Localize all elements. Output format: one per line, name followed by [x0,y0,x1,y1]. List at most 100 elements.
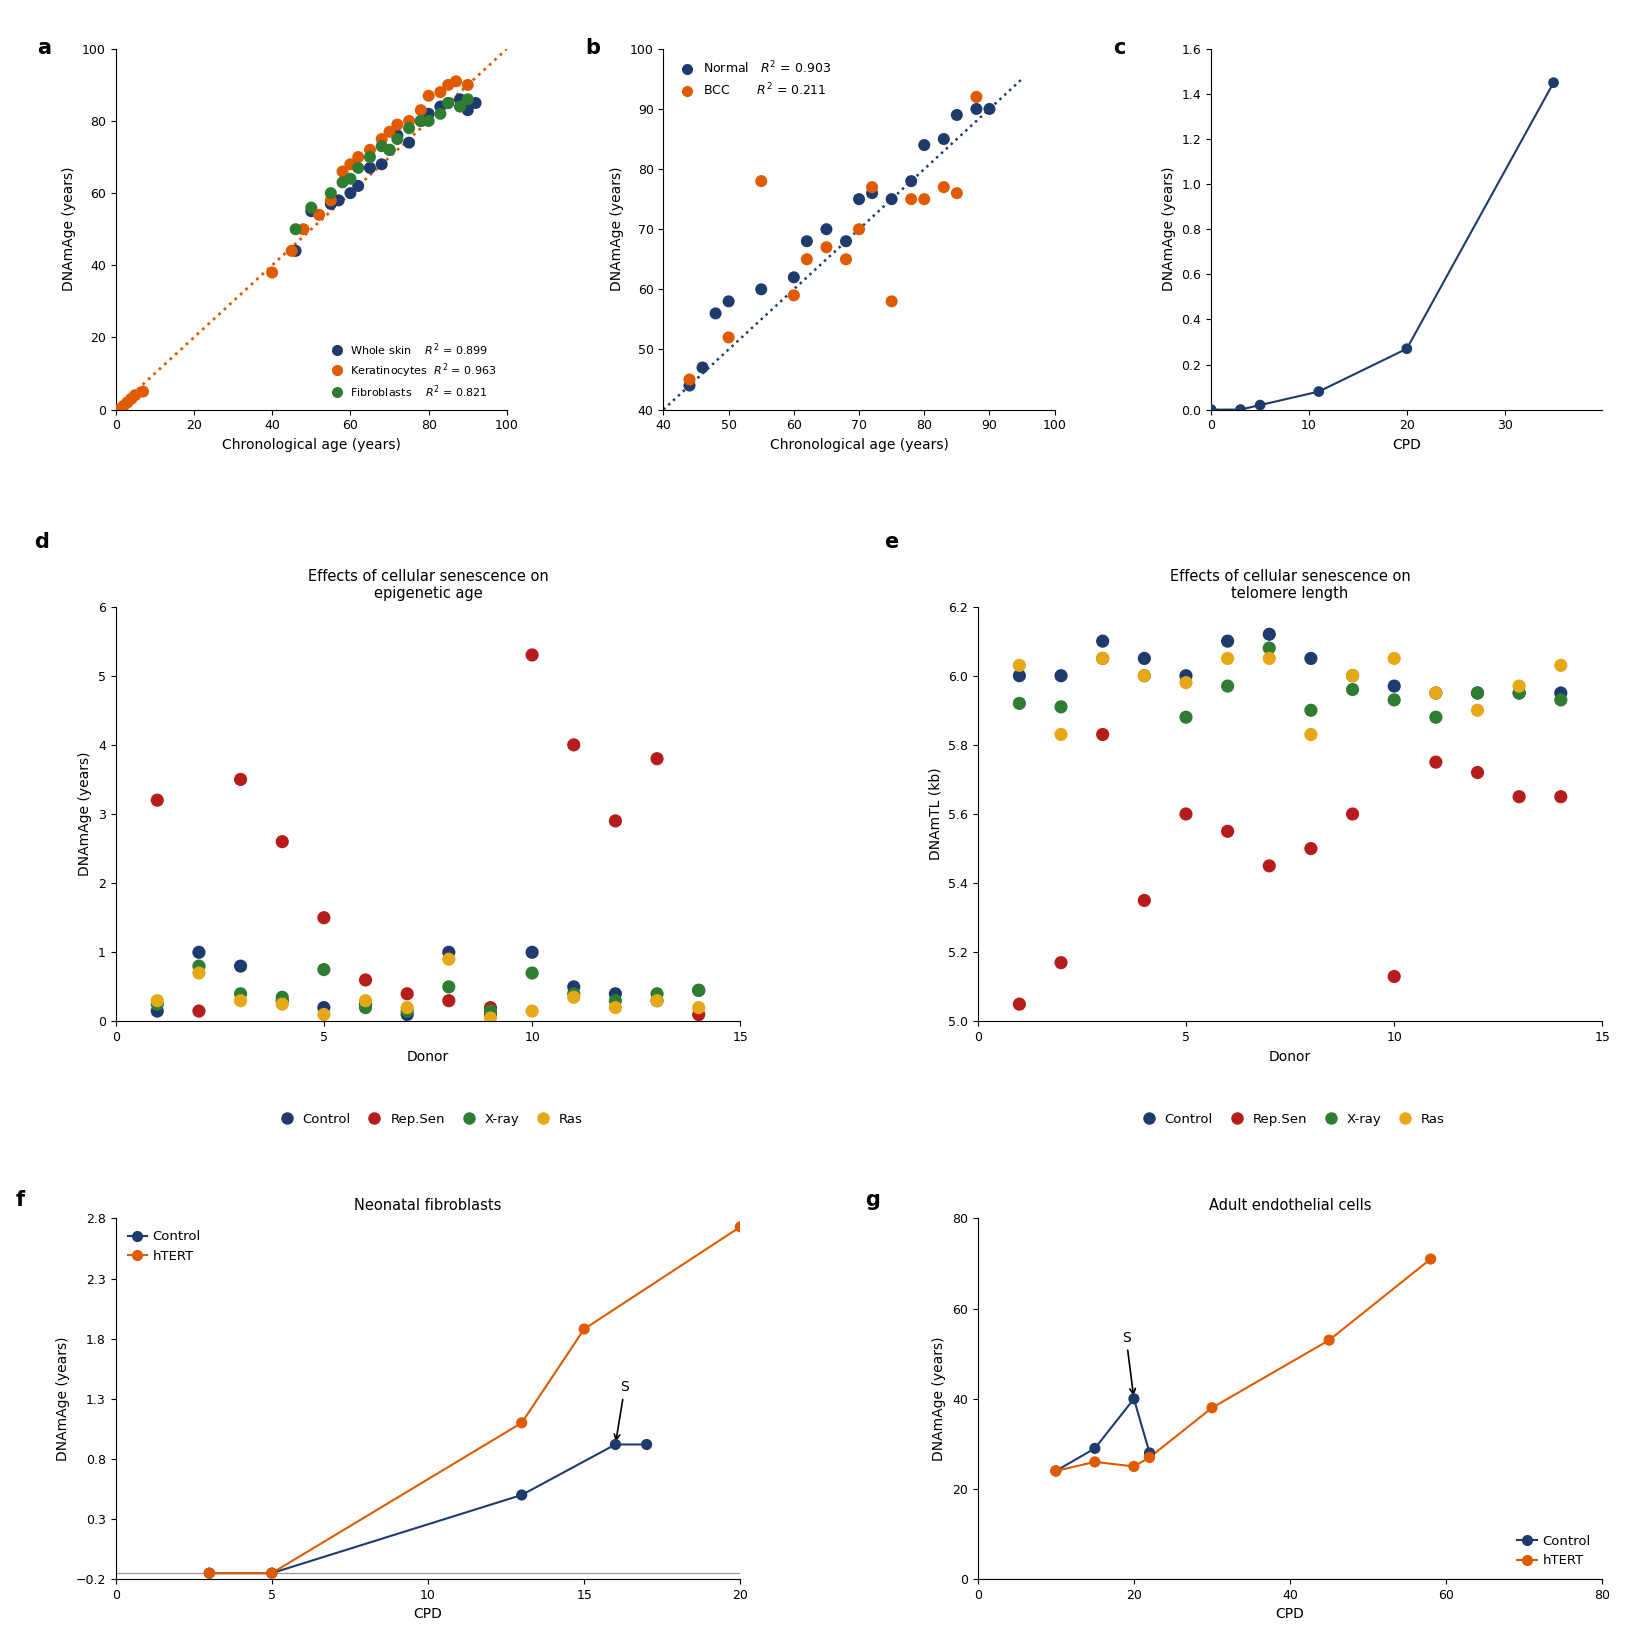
Point [1422,681,1449,707]
Point [1214,819,1241,845]
Legend: Normal   $R^2$ = 0.903, BCC       $R^2$ = 0.211: Normal $R^2$ = 0.903, BCC $R^2$ = 0.211 [669,55,836,103]
Point [282,238,309,264]
Point [963,85,990,111]
Y-axis label: DNAmAge (years): DNAmAge (years) [63,168,76,291]
Point [396,116,423,142]
Point [560,980,586,1006]
Point [1340,801,1366,827]
Point [519,998,545,1024]
X-axis label: Donor: Donor [1269,1050,1312,1063]
Point [357,155,383,181]
Point [1214,645,1241,671]
Point [519,939,545,965]
Title: Effects of cellular senescence on
telomere length: Effects of cellular senescence on telome… [1170,568,1411,601]
Point [1247,392,1274,418]
Point [859,174,885,200]
Point [910,132,937,158]
Point [463,90,489,116]
Point [793,246,819,272]
Point [1256,853,1282,879]
Point [269,988,296,1014]
Legend: Control, hTERT: Control, hTERT [1512,1529,1596,1573]
Point [846,217,872,243]
Point [1507,681,1533,707]
Point [317,190,344,217]
Point [1298,697,1325,723]
Text: S: S [1122,1330,1135,1394]
Point [676,366,702,392]
Point [976,96,1003,122]
Point [269,829,296,855]
Point [686,977,712,1003]
Point [434,90,461,116]
Point [436,988,463,1014]
X-axis label: Chronological age (years): Chronological age (years) [221,438,401,453]
Point [228,952,254,978]
Y-axis label: DNAmAge (years): DNAmAge (years) [78,752,93,876]
Point [279,238,306,264]
Y-axis label: DNAmAge (years): DNAmAge (years) [610,168,624,291]
Y-axis label: DNAmAge (years): DNAmAge (years) [56,1337,69,1460]
Point [415,107,441,133]
Point [1464,681,1490,707]
Point [357,137,383,163]
Point [603,1431,629,1457]
Point [1120,1385,1146,1411]
X-axis label: CPD: CPD [1393,438,1421,453]
Point [846,186,872,212]
Point [1507,783,1533,809]
Point [1381,645,1408,671]
Y-axis label: DNAmAge (years): DNAmAge (years) [932,1337,947,1460]
Text: a: a [38,37,51,59]
Point [228,988,254,1014]
Point [1298,835,1325,861]
Point [1305,379,1332,405]
Point [879,288,905,314]
Point [352,988,378,1014]
Point [572,1315,598,1341]
Text: S: S [615,1381,629,1439]
Point [715,288,742,314]
Point [477,1001,504,1027]
Point [1548,653,1574,679]
Point [228,980,254,1006]
X-axis label: CPD: CPD [413,1607,443,1621]
Text: f: f [15,1190,25,1210]
Point [879,186,905,212]
Point [1464,760,1490,786]
Point [689,355,715,381]
Point [1464,681,1490,707]
Point [943,181,970,207]
Point [1381,687,1408,713]
Point [1214,628,1241,654]
Point [269,991,296,1018]
Point [1132,663,1158,689]
Point [269,985,296,1011]
Point [345,155,372,181]
Point [1132,645,1158,671]
Point [1548,681,1574,707]
Point [297,199,324,225]
Point [415,101,441,127]
Point [393,998,420,1024]
Point [352,967,378,993]
Point [436,939,463,965]
Point [686,995,712,1021]
Point [560,985,586,1011]
Point [311,905,337,931]
Point [368,133,395,160]
Legend: Control, hTERT: Control, hTERT [122,1224,206,1268]
Point [1173,801,1199,827]
Point [1298,721,1325,747]
Point [185,952,211,978]
Point [1173,669,1199,695]
Point [1198,397,1224,423]
Point [434,90,461,116]
Point [1082,1449,1108,1475]
Point [428,93,454,119]
Point [833,246,859,272]
Point [1422,749,1449,775]
Point [106,397,132,423]
Point [1006,663,1032,689]
Text: d: d [35,532,50,552]
